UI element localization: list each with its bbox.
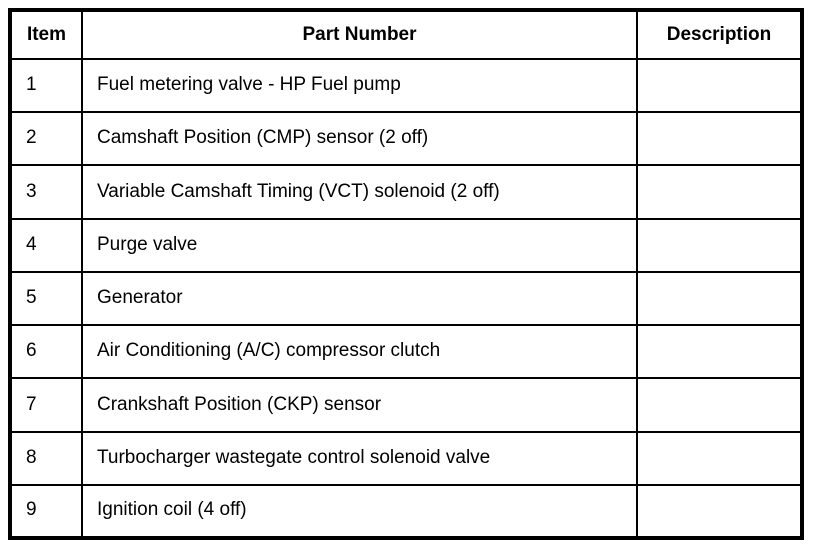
description-cell	[636, 217, 803, 273]
item-cell: 7	[9, 377, 83, 433]
description-cell	[636, 483, 803, 540]
item-cell: 2	[9, 111, 83, 167]
item-cell: 9	[9, 483, 83, 540]
part-number-cell: Fuel metering valve - HP Fuel pump	[81, 57, 638, 114]
table-row: 6 Air Conditioning (A/C) compressor clut…	[9, 324, 803, 380]
table-row: 3 Variable Camshaft Timing (VCT) solenoi…	[9, 164, 803, 220]
part-number-cell: Generator	[81, 270, 638, 327]
table-row: 7 Crankshaft Position (CKP) sensor	[9, 377, 803, 433]
table-row: 8 Turbocharger wastegate control solenoi…	[9, 430, 803, 486]
part-number-cell: Purge valve	[81, 217, 638, 273]
item-cell: 5	[9, 270, 83, 327]
header-row: Item Part Number Description	[9, 9, 803, 60]
parts-table-body: 1 Fuel metering valve - HP Fuel pump 2 C…	[9, 57, 803, 540]
description-cell	[636, 57, 803, 114]
description-cell	[636, 430, 803, 486]
part-number-cell: Ignition coil (4 off)	[81, 483, 638, 540]
part-number-cell: Camshaft Position (CMP) sensor (2 off)	[81, 111, 638, 167]
description-cell	[636, 164, 803, 220]
table-row: 1 Fuel metering valve - HP Fuel pump	[9, 57, 803, 114]
item-cell: 4	[9, 217, 83, 273]
description-cell	[636, 377, 803, 433]
parts-table-header: Item Part Number Description	[9, 9, 803, 60]
item-cell: 6	[9, 324, 83, 380]
table-row: 9 Ignition coil (4 off)	[9, 483, 803, 540]
parts-table: Item Part Number Description 1 Fuel mete…	[8, 8, 804, 540]
part-number-cell: Turbocharger wastegate control solenoid …	[81, 430, 638, 486]
table-row: 5 Generator	[9, 270, 803, 327]
header-description: Description	[636, 9, 803, 60]
description-cell	[636, 111, 803, 167]
item-cell: 8	[9, 430, 83, 486]
header-item: Item	[9, 9, 83, 60]
table-row: 4 Purge valve	[9, 217, 803, 273]
description-cell	[636, 324, 803, 380]
part-number-cell: Variable Camshaft Timing (VCT) solenoid …	[81, 164, 638, 220]
description-cell	[636, 270, 803, 327]
part-number-cell: Crankshaft Position (CKP) sensor	[81, 377, 638, 433]
item-cell: 1	[9, 57, 83, 114]
part-number-cell: Air Conditioning (A/C) compressor clutch	[81, 324, 638, 380]
header-part-number: Part Number	[81, 9, 638, 60]
item-cell: 3	[9, 164, 83, 220]
table-row: 2 Camshaft Position (CMP) sensor (2 off)	[9, 111, 803, 167]
